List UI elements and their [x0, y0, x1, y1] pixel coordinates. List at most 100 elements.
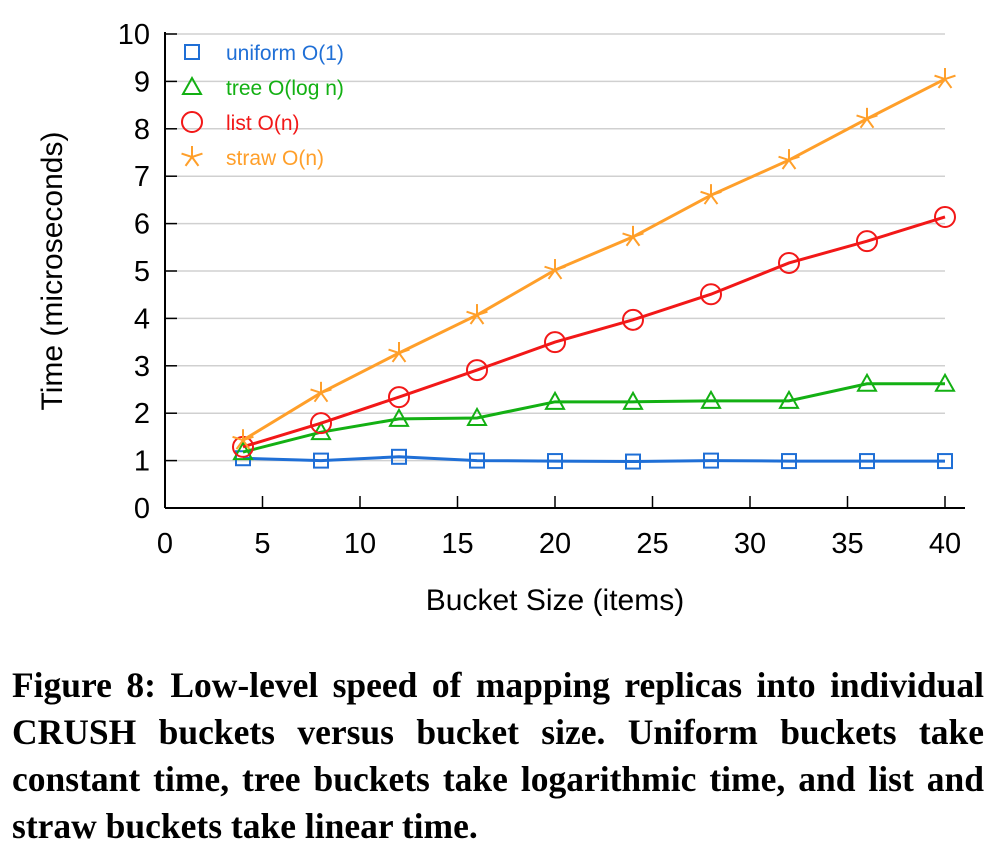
star-stroke: [544, 265, 556, 272]
star-stroke: [778, 155, 790, 162]
chart: 0 1 2 3 4 5 6 7 8 9 10 0 5 10 15 20 25 30 35 40 uniform O(1…: [36, 19, 965, 617]
data-point-tree: [856, 372, 878, 392]
star-stroke: [944, 78, 953, 89]
data-point-list: [778, 251, 800, 274]
y-tick-label: 3: [134, 351, 150, 383]
series-line-list: [242, 215, 946, 449]
data-point-uniform: [703, 452, 719, 469]
star-stroke: [710, 194, 719, 205]
data-point-straw: [310, 381, 332, 403]
legend-label-list: list O(n): [226, 112, 300, 135]
legend-marker-list: [181, 111, 203, 133]
data-point-list: [622, 308, 644, 331]
data-point-uniform: [859, 453, 875, 470]
star-stroke: [320, 388, 332, 394]
x-tick-label: 5: [254, 528, 270, 560]
star-stroke: [398, 352, 407, 363]
data-point-tree: [232, 441, 254, 461]
data-point-straw: [700, 184, 722, 205]
data-point-list: [310, 412, 332, 435]
star-stroke: [934, 74, 946, 80]
star-stroke: [476, 314, 485, 325]
x-axis-label: Bucket Size (items): [426, 584, 684, 617]
star-stroke: [710, 190, 722, 197]
star-stroke: [232, 435, 244, 442]
star-stroke: [547, 269, 556, 280]
data-point-straw: [622, 225, 644, 247]
data-point-straw: [856, 107, 878, 129]
y-tick-label: 2: [134, 398, 150, 430]
star-stroke: [554, 265, 566, 272]
data-point-list: [856, 230, 878, 253]
star-stroke: [700, 190, 712, 197]
data-point-straw: [388, 342, 410, 363]
series-line-straw: [242, 77, 946, 442]
star-stroke: [944, 74, 956, 80]
star-stroke: [632, 236, 641, 247]
star-stroke: [391, 352, 400, 363]
data-point-uniform: [937, 453, 953, 470]
star-stroke: [622, 232, 634, 238]
y-tick-label: 5: [134, 256, 150, 288]
data-point-tree: [622, 390, 644, 410]
legend-marker-uniform: [184, 44, 200, 60]
y-tick-label: 6: [134, 209, 150, 241]
data-point-uniform: [547, 453, 563, 470]
data-point-tree: [466, 406, 488, 426]
y-tick-label: 7: [134, 161, 150, 193]
star-stroke: [554, 269, 563, 280]
star-stroke: [625, 236, 634, 247]
star-stroke: [788, 155, 800, 162]
x-tick-label: 10: [344, 528, 376, 560]
star-stroke: [320, 392, 329, 403]
data-point-straw: [778, 149, 800, 170]
star-stroke: [632, 232, 644, 238]
legend-label-straw: straw O(n): [226, 147, 324, 170]
star-stroke: [469, 314, 478, 325]
y-tick-label: 9: [134, 66, 150, 98]
star-stroke: [313, 392, 322, 403]
data-point-straw: [232, 429, 254, 450]
data-point-tree: [700, 389, 722, 409]
legend-label-uniform: uniform O(1): [226, 42, 344, 65]
legend-label-tree: tree O(log n): [226, 77, 344, 100]
legend-marker-straw: [181, 146, 203, 167]
star-stroke: [310, 388, 322, 394]
star-stroke: [781, 159, 790, 170]
data-point-uniform: [625, 453, 641, 470]
y-tick-label: 8: [134, 114, 150, 146]
series-line-uniform: [242, 455, 945, 464]
x-tick-label: 40: [929, 528, 961, 560]
data-point-straw: [934, 68, 956, 89]
star-stroke: [184, 156, 193, 167]
y-tick-label: 1: [134, 446, 150, 478]
data-point-uniform: [313, 452, 329, 469]
y-axis-label: Time (microseconds): [36, 132, 69, 411]
data-point-list: [934, 205, 956, 228]
star-stroke: [242, 439, 251, 450]
star-stroke: [866, 118, 875, 129]
star-stroke: [398, 348, 410, 354]
data-point-tree: [388, 407, 410, 427]
data-point-straw: [544, 259, 566, 280]
data-point-tree: [544, 390, 566, 410]
star-stroke: [866, 114, 878, 120]
x-tick-label: 20: [539, 528, 571, 560]
y-tick-label: 4: [134, 303, 150, 335]
series-line-tree: [242, 382, 945, 454]
star-stroke: [466, 310, 478, 317]
data-point-tree: [778, 389, 800, 409]
data-point-uniform: [781, 453, 797, 470]
x-tick-label: 25: [636, 528, 668, 560]
data-point-list: [700, 283, 722, 306]
star-stroke: [235, 439, 244, 450]
data-point-list: [388, 386, 410, 409]
star-stroke: [859, 118, 868, 129]
y-tick-label: 0: [134, 493, 150, 525]
data-point-tree: [934, 372, 956, 392]
x-tick-label: 0: [157, 528, 173, 560]
star-stroke: [191, 156, 200, 167]
data-point-list: [544, 331, 566, 354]
data-point-uniform: [391, 448, 407, 465]
star-stroke: [703, 194, 712, 205]
